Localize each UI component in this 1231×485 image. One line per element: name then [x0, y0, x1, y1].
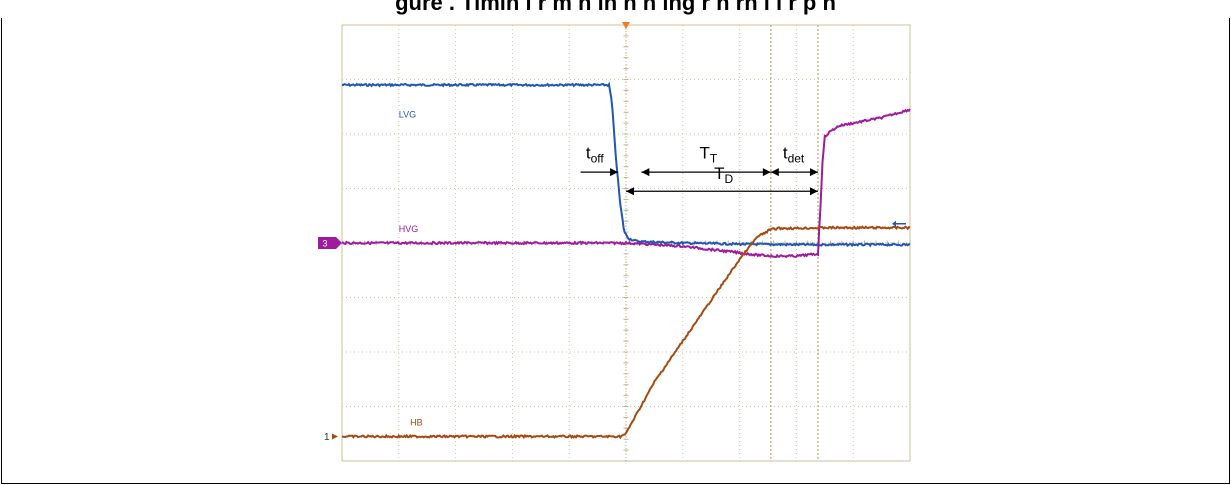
annotation-arrowhead — [610, 168, 619, 177]
ground-marker-label: 3 — [322, 239, 327, 249]
reference-arrow-head — [892, 220, 896, 227]
annotation-arrowhead — [626, 187, 634, 196]
series-line-hvg — [341, 108, 911, 259]
ground-marker-label: 1 — [324, 432, 330, 443]
ground-marker-pointer — [332, 433, 338, 440]
trigger-marker — [622, 22, 630, 29]
trace-label-lvg: LVG — [399, 110, 416, 120]
figure-caption: gure . Timin i r m h in h n ing r n rn i… — [0, 0, 1231, 18]
annotation-arrowhead — [770, 168, 779, 177]
annotation-arrowhead — [641, 168, 650, 177]
annotation-arrowhead — [809, 168, 818, 177]
series-line-hb — [341, 225, 911, 440]
ground-marker-box — [318, 237, 336, 249]
figure-frame — [1, 18, 1230, 484]
figure-caption-text: gure . Timin i r m h in h n ing r n rn i… — [395, 0, 836, 15]
ground-marker-pointer — [336, 237, 342, 249]
trace-label-hb: HB — [410, 418, 423, 428]
annotation-arrowhead — [762, 168, 771, 177]
annotation-arrowhead — [809, 187, 818, 196]
series-line-lvg — [341, 81, 911, 248]
trace-label-hvg: HVG — [399, 224, 419, 234]
